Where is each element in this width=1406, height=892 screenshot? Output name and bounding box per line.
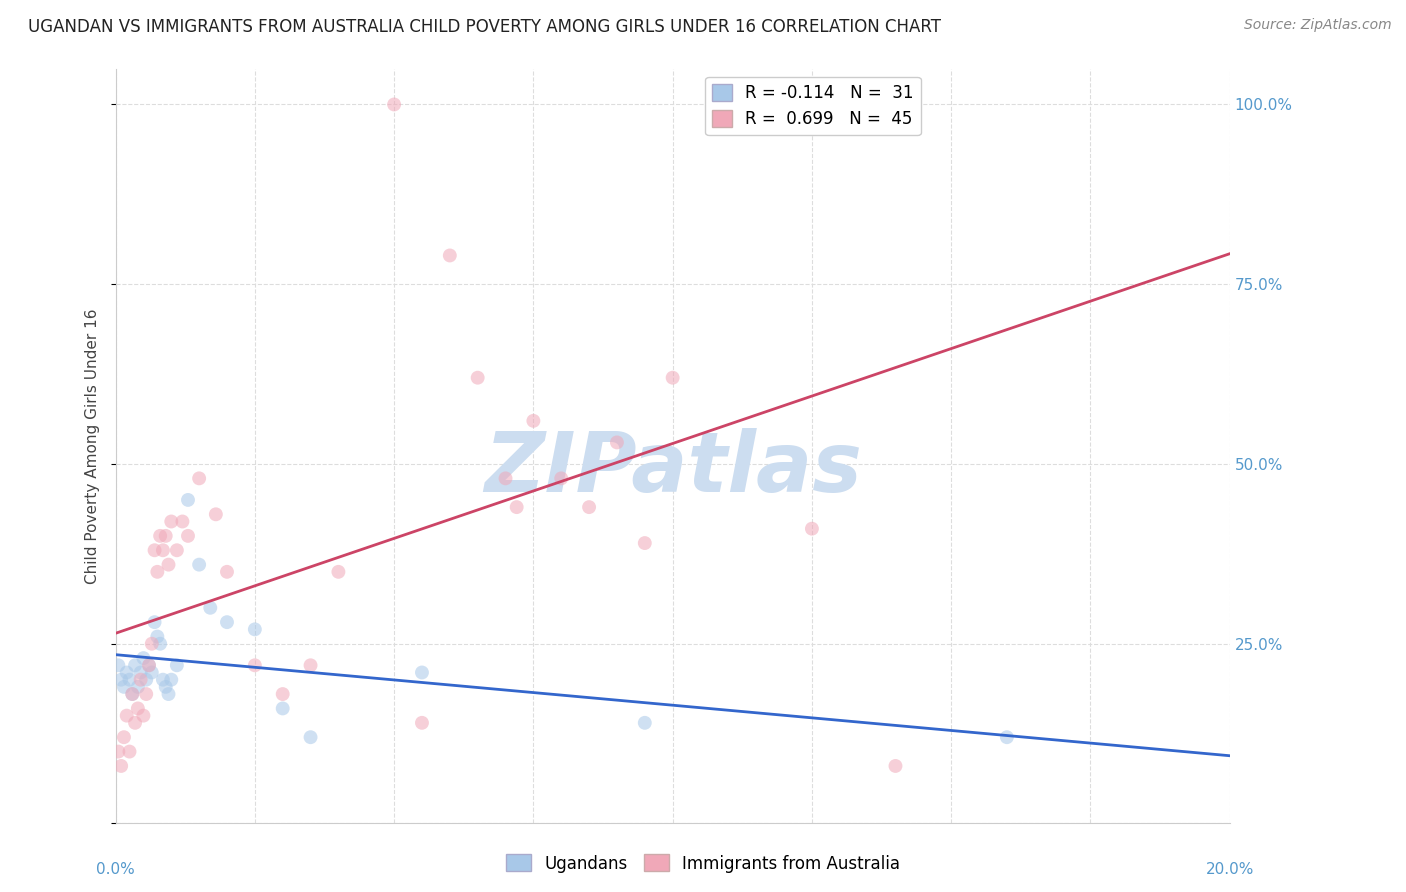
Point [328, 565, 350, 579]
Point [188, 471, 211, 485]
Point [152, 543, 174, 558]
Point [166, 658, 188, 673]
Point [124, 715, 146, 730]
Point [155, 529, 177, 543]
Point [243, 658, 266, 673]
Y-axis label: Child Poverty Among Girls Under 16: Child Poverty Among Girls Under 16 [86, 309, 100, 583]
Point [118, 673, 141, 687]
Point [200, 600, 222, 615]
Point [495, 471, 517, 485]
Point [166, 543, 188, 558]
Point [107, 745, 129, 759]
Point [124, 658, 146, 673]
Text: ZIPatlas: ZIPatlas [484, 428, 862, 509]
Point [188, 558, 211, 572]
Point [157, 687, 180, 701]
Legend: R = -0.114   N =  31, R =  0.699   N =  45: R = -0.114 N = 31, R = 0.699 N = 45 [706, 77, 921, 135]
Point [132, 651, 155, 665]
Point [411, 665, 433, 680]
Point [299, 730, 322, 744]
Point [110, 673, 132, 687]
Point [146, 565, 169, 579]
Point [127, 701, 149, 715]
Point [129, 665, 152, 680]
Point [578, 500, 600, 515]
Point [745, 97, 768, 112]
Point [299, 658, 322, 673]
Point [115, 708, 138, 723]
Point [215, 565, 238, 579]
Point [149, 637, 172, 651]
Point [138, 658, 160, 673]
Point [155, 680, 177, 694]
Point [143, 543, 166, 558]
Point [172, 515, 194, 529]
Point [467, 370, 489, 384]
Point [135, 687, 157, 701]
Point [411, 715, 433, 730]
Point [112, 680, 135, 694]
Point [127, 680, 149, 694]
Point [110, 759, 132, 773]
Point [177, 529, 200, 543]
Point [661, 370, 683, 384]
Point [118, 745, 141, 759]
Point [271, 687, 294, 701]
Point [215, 615, 238, 629]
Point [634, 715, 657, 730]
Text: 0.0%: 0.0% [96, 863, 135, 877]
Text: Source: ZipAtlas.com: Source: ZipAtlas.com [1244, 18, 1392, 32]
Point [112, 730, 135, 744]
Point [550, 471, 572, 485]
Point [634, 536, 657, 550]
Point [107, 658, 129, 673]
Point [115, 665, 138, 680]
Point [382, 97, 405, 112]
Point [439, 248, 461, 262]
Point [177, 492, 200, 507]
Point [606, 435, 628, 450]
Point [121, 687, 143, 701]
Point [884, 759, 907, 773]
Point [995, 730, 1018, 744]
Point [243, 623, 266, 637]
Point [271, 701, 294, 715]
Legend: Ugandans, Immigrants from Australia: Ugandans, Immigrants from Australia [499, 847, 907, 880]
Point [141, 637, 163, 651]
Point [522, 414, 544, 428]
Point [129, 673, 152, 687]
Point [132, 708, 155, 723]
Point [138, 658, 160, 673]
Point [135, 673, 157, 687]
Point [505, 500, 527, 515]
Point [205, 508, 228, 522]
Text: 20.0%: 20.0% [1205, 863, 1254, 877]
Point [146, 630, 169, 644]
Text: UGANDAN VS IMMIGRANTS FROM AUSTRALIA CHILD POVERTY AMONG GIRLS UNDER 16 CORRELAT: UGANDAN VS IMMIGRANTS FROM AUSTRALIA CHI… [28, 18, 941, 36]
Point [157, 558, 180, 572]
Point [141, 665, 163, 680]
Point [152, 673, 174, 687]
Point [143, 615, 166, 629]
Point [160, 515, 183, 529]
Point [800, 522, 823, 536]
Point [160, 673, 183, 687]
Point [121, 687, 143, 701]
Point [149, 529, 172, 543]
